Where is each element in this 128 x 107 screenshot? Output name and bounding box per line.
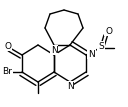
Text: N: N [67,82,73,91]
Text: Br: Br [2,68,12,77]
Text: O: O [105,27,112,36]
Text: S: S [98,42,104,51]
Text: N: N [51,45,57,54]
Text: O: O [4,42,12,51]
Text: N: N [88,50,95,59]
